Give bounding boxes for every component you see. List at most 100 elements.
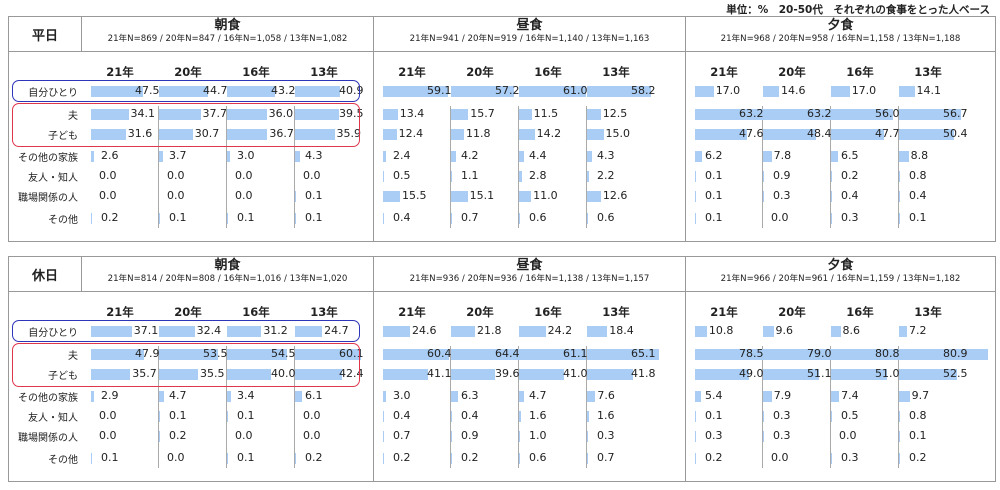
value-label: 21.8 [476, 324, 502, 337]
value-label: 15.0 [605, 127, 631, 140]
value-label: 7.8 [773, 149, 792, 162]
value-label: 59.1 [427, 84, 452, 97]
value-label: 24.7 [324, 324, 349, 337]
value-label: 49.0 [739, 367, 764, 380]
value-label: 4.3 [597, 149, 615, 162]
value-label: 7.6 [597, 389, 615, 402]
value-label: 60.4 [427, 347, 452, 360]
year-header: 13年 [914, 65, 942, 79]
value-label: 2.6 [101, 149, 119, 162]
value-label: 0.3 [705, 429, 723, 442]
bar [763, 109, 833, 120]
bar [831, 109, 893, 120]
value-label: 56.0 [875, 107, 900, 120]
meal-header: 昼食 21年N=936 / 20年N=936 / 16年N=1,138 / 13年… [374, 256, 686, 292]
value-label: 0.0 [99, 189, 117, 202]
value-label: 61.0 [563, 84, 588, 97]
value-label: 0.5 [393, 169, 411, 182]
bar [383, 431, 384, 442]
bar [899, 391, 910, 402]
bar [587, 453, 588, 464]
value-label: 39.6 [495, 367, 520, 380]
meal-header: 朝食 21年N=814 / 20年N=808 / 16年N=1,016 / 13年… [82, 256, 374, 292]
bar [227, 349, 287, 360]
value-label: 11.5 [533, 107, 559, 120]
value-label: 4.3 [305, 149, 323, 162]
value-label: 24.6 [412, 324, 437, 337]
value-label: 37.1 [133, 324, 159, 337]
column-separator [830, 346, 831, 468]
bar [295, 326, 323, 337]
sample-size-label: 21年N=936 / 20年N=936 / 16年N=1,138 / 13年N=… [409, 274, 650, 284]
value-label: 0.1 [169, 211, 187, 224]
value-label: 7.4 [841, 389, 859, 402]
bar [519, 213, 520, 224]
bar [519, 109, 532, 120]
bar [383, 109, 398, 120]
bar [227, 369, 271, 380]
value-label: 0.2 [909, 451, 927, 464]
meal-name: 朝食 [214, 18, 241, 33]
value-label: 7.2 [909, 324, 927, 337]
bar [587, 349, 659, 360]
value-label: 0.0 [771, 211, 789, 224]
year-header: 21年 [398, 305, 426, 319]
value-label: 0.1 [237, 409, 255, 422]
value-label: 15.7 [470, 107, 495, 120]
bar [519, 129, 535, 140]
bar [91, 369, 131, 380]
value-label: 0.0 [167, 451, 185, 464]
value-label: 14.2 [536, 127, 562, 140]
bar [763, 349, 850, 360]
value-label: 63.2 [739, 107, 764, 120]
bar [451, 86, 514, 97]
row-label: 夫 [68, 351, 78, 362]
value-label: 0.0 [99, 409, 117, 422]
bar [899, 171, 900, 182]
bar [91, 391, 95, 402]
bar [587, 213, 588, 224]
value-label: 0.1 [909, 211, 927, 224]
bar [763, 326, 774, 337]
column-separator [226, 106, 227, 228]
bar [899, 109, 962, 120]
meal-name: 昼食 [516, 18, 543, 33]
bar [587, 191, 601, 202]
value-label: 0.1 [705, 211, 723, 224]
unit-note: 単位：% 20-50代 それぞれの食事をとった人ベース [726, 4, 990, 16]
value-label: 14.1 [916, 84, 942, 97]
row-label: その他 [48, 455, 78, 466]
value-label: 1.6 [597, 409, 615, 422]
bar [587, 109, 601, 120]
value-label: 0.4 [461, 409, 479, 422]
value-label: 36.7 [269, 127, 294, 140]
bar [227, 86, 275, 97]
bar [383, 151, 386, 162]
bar [899, 151, 909, 162]
value-label: 34.1 [130, 107, 156, 120]
bar [519, 191, 532, 202]
bar [695, 369, 749, 380]
value-label: 35.7 [132, 367, 157, 380]
value-label: 0.9 [773, 169, 791, 182]
bar [831, 86, 850, 97]
column-separator [586, 346, 587, 468]
value-label: 0.8 [909, 169, 927, 182]
bar [91, 151, 94, 162]
bar [227, 391, 231, 402]
year-header: 20年 [174, 65, 202, 79]
year-header: 16年 [534, 65, 562, 79]
year-header: 21年 [106, 65, 134, 79]
value-label: 6.5 [841, 149, 859, 162]
bar [383, 86, 448, 97]
value-label: 0.6 [597, 211, 615, 224]
value-label: 2.4 [393, 149, 411, 162]
bar [159, 349, 218, 360]
bar [451, 191, 468, 202]
bar [695, 151, 702, 162]
bar [899, 129, 955, 140]
value-label: 0.9 [461, 429, 479, 442]
bar [383, 369, 429, 380]
year-header: 20年 [778, 65, 806, 79]
bar [295, 391, 302, 402]
